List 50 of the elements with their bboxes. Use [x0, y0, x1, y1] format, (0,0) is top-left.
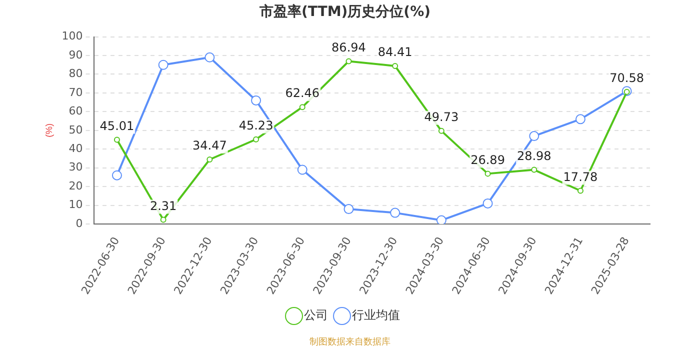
point	[482, 198, 493, 208]
y-tick-label: 10	[68, 198, 83, 212]
point	[160, 216, 166, 223]
point	[204, 52, 215, 62]
point	[346, 58, 352, 64]
y-tick-label: 90	[68, 48, 83, 62]
point	[531, 166, 538, 173]
point	[438, 128, 444, 134]
y-axis-title: (%)	[44, 123, 54, 138]
y-tick-label: 80	[68, 67, 83, 80]
data-label: 34.47	[192, 138, 227, 153]
y-tick-label: 100	[62, 30, 83, 43]
point	[484, 170, 491, 177]
point	[114, 136, 120, 143]
y-tick-label: 20	[68, 179, 83, 192]
data-label: 62.46	[285, 86, 320, 100]
data-label: 28.98	[516, 148, 552, 163]
point	[390, 208, 400, 218]
legend-label: 行业均值	[352, 308, 400, 322]
y-tick-label: 0	[76, 216, 83, 230]
data-label: 45.01	[100, 118, 134, 133]
data-label: 17.78	[563, 170, 598, 184]
data-label: 86.94	[332, 40, 366, 54]
point	[112, 170, 122, 180]
y-tick-label: 70	[68, 86, 83, 99]
point	[575, 114, 586, 124]
y-tick-label: 30	[68, 160, 83, 174]
y-tick-label: 40	[68, 142, 83, 155]
point	[577, 188, 584, 194]
y-tick-label: 60	[68, 104, 83, 118]
point	[206, 156, 213, 162]
point	[158, 60, 168, 70]
point	[253, 136, 260, 142]
data-label: 70.58	[610, 71, 644, 86]
point	[297, 164, 308, 175]
data-label: 26.89	[470, 152, 505, 167]
point	[251, 95, 262, 106]
data-label: 49.73	[424, 110, 459, 124]
point	[529, 131, 540, 142]
point	[392, 62, 398, 69]
data-label: 2.31	[150, 198, 177, 213]
data-label: 45.23	[238, 118, 274, 132]
point	[299, 104, 306, 110]
y-tick-label: 50	[68, 123, 83, 136]
point	[436, 215, 446, 224]
data-label: 84.41	[378, 45, 412, 60]
point	[344, 204, 354, 214]
legend-label: 公司	[304, 308, 328, 322]
text: 制图数据来自数据库	[310, 336, 390, 348]
chart-title: 市盈率(TTM)历史分位(%)	[258, 3, 430, 20]
